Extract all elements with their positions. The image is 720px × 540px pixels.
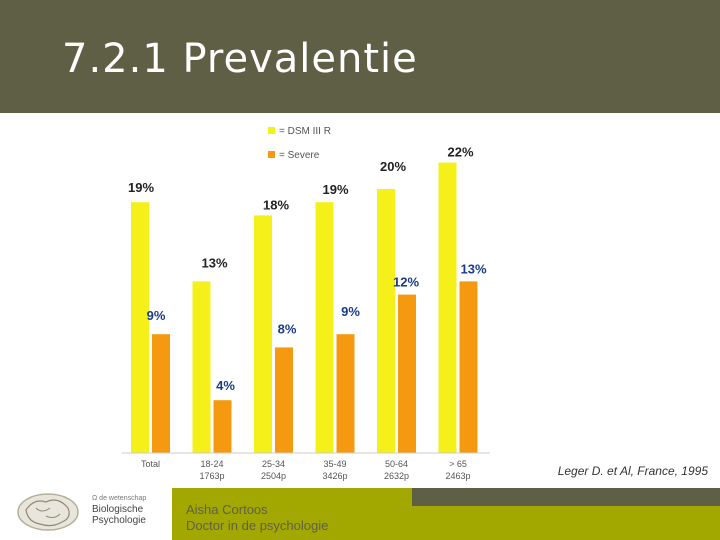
data-label-dsm-0: 19% [128, 180, 154, 195]
data-label-severe-2: 8% [278, 321, 297, 336]
x-tick-sublabel-1: 1763p [199, 471, 224, 481]
x-tick-label-3: 35-49 [323, 459, 346, 469]
data-label-severe-4: 12% [393, 275, 419, 290]
bar-dsm-3 [315, 202, 334, 453]
bar-severe-3 [336, 334, 355, 453]
data-label-severe-3: 9% [341, 304, 360, 319]
brain-logo-icon [17, 493, 79, 531]
x-tick-label-0: Total [141, 459, 160, 469]
bar-severe-5 [459, 281, 478, 453]
logo-text: Biologische Psychologie [92, 504, 146, 526]
footer-accent-strip [412, 488, 720, 506]
author-info: Aisha Cortoos Doctor in de psychologie [186, 502, 328, 534]
chart-data-labels: 19% 9% 13% 4% 18% 8% 19% 9% 20% 12% 22% 13% * [128, 145, 487, 394]
slide-header: 7.2.1 Prevalentie [0, 0, 720, 113]
bar-dsm-1 [192, 281, 211, 453]
author-name: Aisha Cortoos [186, 502, 268, 517]
legend-label-0: = DSM III R [279, 126, 331, 137]
x-tick-sublabel-2: 2504p [261, 471, 286, 481]
bar-dsm-2 [254, 215, 272, 453]
bar-severe-4 [398, 294, 416, 453]
data-label-severe-1: 4% [216, 378, 235, 393]
data-label-dsm-2: 18% [263, 197, 289, 212]
logo-line-2: Psychologie [92, 515, 146, 526]
logo-line-1: Biologische [92, 504, 144, 515]
bar-dsm-4 [377, 189, 395, 453]
x-tick-label-1: 18-24 [200, 459, 223, 469]
bar-severe-2 [275, 347, 293, 453]
bar-dsm-5 [438, 162, 457, 453]
x-tick-label-4: 50-64 [385, 459, 408, 469]
data-label-dsm-4: 20% [380, 159, 406, 174]
x-tick-sublabel-3: 3426p [322, 471, 347, 481]
citation: Leger D. et Al, France, 1995 [557, 464, 708, 478]
chart-x-axis: Total 18-24 1763p 25-34 2504p 35-49 3426p 50-64… [122, 452, 490, 481]
legend-swatch-0 [268, 127, 275, 134]
legend-label-1: = Severe [279, 150, 320, 161]
slide-title: 7.2.1 Prevalentie [62, 36, 418, 82]
bar-dsm-0 [131, 202, 149, 453]
chart-bars [131, 162, 478, 453]
x-tick-sublabel-4: 2632p [384, 471, 409, 481]
x-tick-label-5: > 65 [449, 459, 467, 469]
data-label-severe-0: 9% [147, 308, 166, 323]
legend-swatch-1 [268, 151, 275, 158]
x-tick-label-2: 25-34 [262, 459, 285, 469]
logo-small-text: Ω de wetenschap [92, 495, 147, 502]
data-label-dsm-5: 22% [447, 145, 473, 160]
data-label-dsm-1: 13% [201, 255, 227, 270]
bar-severe-1 [213, 400, 232, 453]
bar-severe-0 [152, 334, 170, 453]
data-label-dsm-3: 19% [322, 182, 348, 197]
data-label-severe-5: 13% [460, 261, 486, 276]
author-title: Doctor in de psychologie [186, 518, 329, 533]
chart-legend: = DSM III R = Severe [268, 126, 331, 161]
prevalence-bar-chart: = DSM III R = Severe 19% 9% 13% 4% 18% 8% 19% 9%… [122, 126, 490, 481]
chart-annotation: * [263, 205, 267, 215]
x-tick-sublabel-5: 2463p [445, 471, 470, 481]
